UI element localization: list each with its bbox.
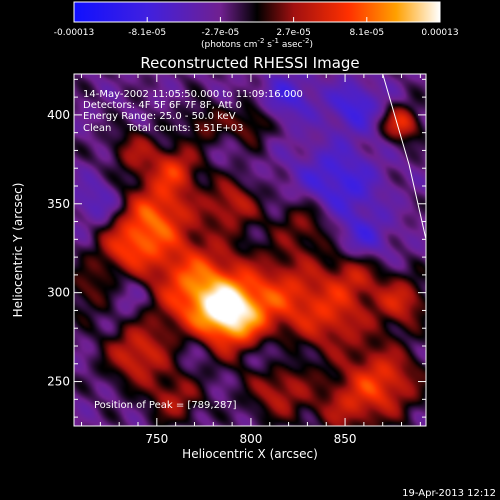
- chart-title: Reconstructed RHESSI Image: [140, 54, 359, 72]
- y-axis-label: Heliocentric Y (arcsec): [11, 183, 25, 318]
- annotation-energy: Energy Range: 25.0 - 50.0 keV: [83, 111, 236, 122]
- heatmap-image: [74, 74, 426, 426]
- plot-frame: [73, 73, 427, 427]
- annotation-detectors: Detectors: 4F 5F 6F 7F 8F, Att 0: [83, 100, 242, 111]
- colorbar-unit: (photons cm-2 s-1 asec-2): [201, 37, 313, 50]
- solar-limb-line: [382, 74, 426, 240]
- x-tick-label: 800: [239, 432, 262, 446]
- colorbar-tick-label: 0.00013: [421, 28, 458, 38]
- annotation-time: 14-May-2002 11:05:50.000 to 11:09:16.000: [83, 89, 303, 100]
- x-tick-label: 850: [334, 432, 357, 446]
- colorbar-tick-label: -8.1e-05: [128, 28, 166, 38]
- annotation-counts: Clean Total counts: 3.51E+03: [83, 123, 243, 134]
- y-tick-label: 300: [47, 286, 70, 300]
- colorbar-tick-label: -0.00013: [54, 28, 94, 38]
- colorbar: [74, 2, 440, 22]
- footer-timestamp: 19-Apr-2013 12:12: [402, 488, 496, 499]
- x-tick-label: 750: [145, 432, 168, 446]
- y-tick-label: 250: [47, 375, 70, 389]
- peak-position-label: Position of Peak = [789,287]: [94, 400, 237, 411]
- colorbar-tick-label: 2.7e-05: [276, 28, 311, 38]
- colorbar-tick-label: 8.1e-05: [350, 28, 385, 38]
- x-axis-label: Heliocentric X (arcsec): [182, 447, 318, 461]
- y-tick-label: 350: [47, 197, 70, 211]
- colorbar-frame: [73, 1, 441, 23]
- y-tick-label: 400: [47, 108, 70, 122]
- colorbar-tick-label: -2.7e-05: [201, 28, 239, 38]
